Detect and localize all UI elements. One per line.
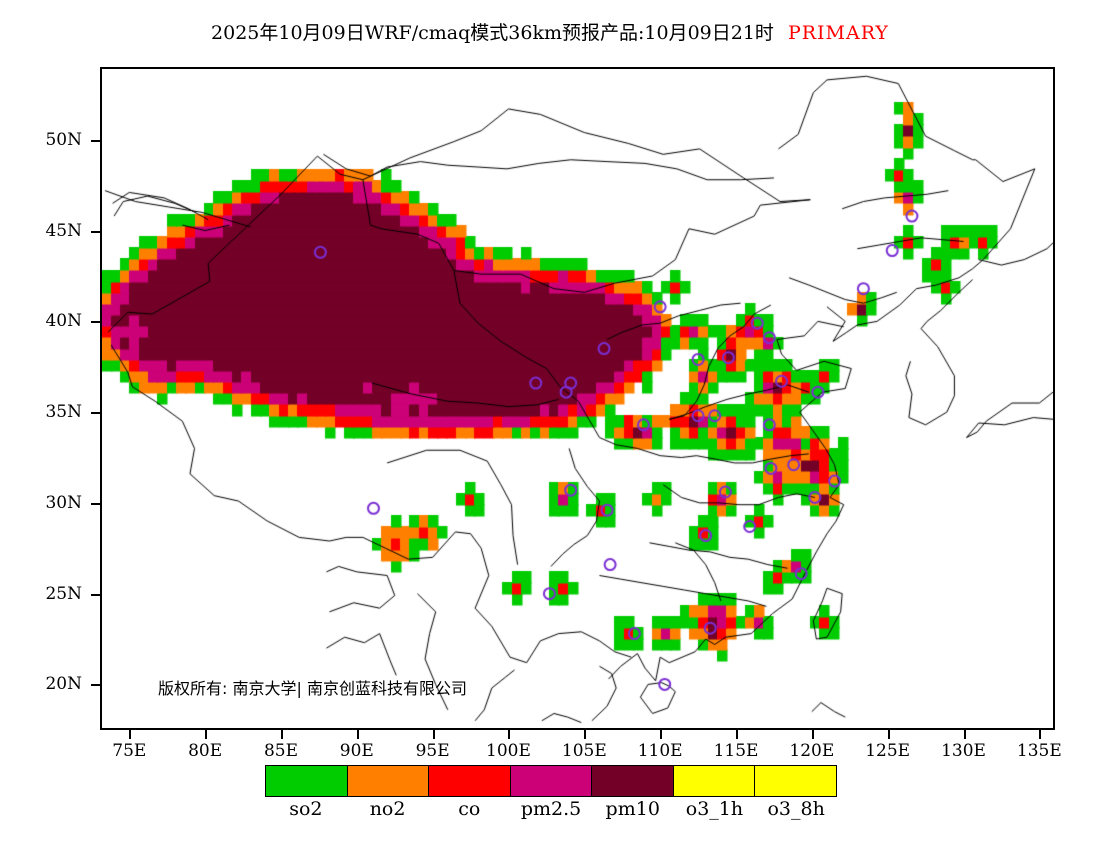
x-axis-tick [205, 729, 208, 739]
y-axis-tick [91, 502, 101, 505]
y-axis-label: 20N [45, 674, 82, 695]
x-axis-label: 85E [263, 741, 298, 761]
pollutant-legend-labels: so2 no2 co pm2.5 pm10 o3_1h o3_8h [265, 796, 837, 822]
y-axis-tick [91, 139, 101, 142]
x-axis-label: 80E [188, 741, 223, 761]
legend-label-co: co [458, 798, 481, 820]
legend-swatch-co[interactable] [429, 766, 511, 796]
x-axis-tick [584, 729, 587, 739]
y-axis-tick [91, 684, 101, 687]
x-axis-tick [963, 729, 966, 739]
y-axis-tick [91, 593, 101, 596]
x-axis-label: 110E [637, 741, 683, 761]
x-axis-tick [280, 729, 283, 739]
x-axis-tick [887, 729, 890, 739]
legend-label-no2: no2 [369, 798, 406, 820]
legend-swatch-so2[interactable] [266, 766, 348, 796]
x-axis-label: 90E [339, 741, 374, 761]
x-axis-tick [811, 729, 814, 739]
legend-swatch-no2[interactable] [347, 766, 430, 796]
x-axis-label: 135E [1016, 741, 1062, 761]
x-axis-tick [1039, 729, 1042, 739]
x-axis-label: 105E [561, 741, 607, 761]
chart-title-bar: 2025年10月09日WRF/cmaq模式36km预报产品:10月09日21时 P… [0, 18, 1100, 45]
x-axis-tick [660, 729, 663, 739]
legend-label-pm2-5: pm2.5 [520, 798, 582, 820]
x-axis-tick [356, 729, 359, 739]
x-axis-tick [129, 729, 132, 739]
x-axis-tick [432, 729, 435, 739]
x-axis-label: 120E [789, 741, 835, 761]
x-axis-label: 125E [865, 741, 911, 761]
legend-swatch-pm2-5[interactable] [510, 766, 593, 796]
map-plot-area [100, 67, 1055, 730]
y-axis-label: 40N [45, 311, 82, 332]
y-axis-label: 35N [45, 402, 82, 423]
legend-label-pm10: pm10 [605, 798, 660, 820]
y-axis-label: 25N [45, 583, 82, 604]
y-axis-tick [91, 321, 101, 324]
y-axis-tick [91, 412, 101, 415]
y-axis-tick [91, 230, 101, 233]
pollutant-legend-bar [265, 765, 837, 797]
copyright-notice: 版权所有: 南京大学| 南京创蓝科技有限公司 [158, 679, 467, 698]
legend-swatch-pm10[interactable] [592, 766, 674, 796]
legend-swatch-o3_1h[interactable] [673, 766, 756, 796]
legend-label-so2: so2 [289, 798, 323, 820]
x-axis-tick [508, 729, 511, 739]
legend-label-o3_8h: o3_8h [767, 798, 825, 820]
x-axis-label: 75E [112, 741, 147, 761]
pollutant-heatmap-canvas [102, 69, 1053, 728]
x-axis-label: 100E [486, 741, 531, 761]
x-axis-label: 95E [415, 741, 450, 761]
x-axis-label: 115E [713, 741, 759, 761]
primary-pollutant-flag: PRIMARY [787, 22, 889, 44]
x-axis-tick [736, 729, 738, 739]
page-title: 2025年10月09日WRF/cmaq模式36km预报产品:10月09日21时 [211, 22, 774, 44]
y-axis-label: 45N [45, 220, 82, 241]
y-axis-label: 50N [45, 129, 82, 150]
x-axis-label: 130E [941, 741, 986, 761]
y-axis-label: 30N [45, 492, 82, 513]
legend-swatch-o3_8h[interactable] [755, 766, 837, 796]
legend-label-o3_1h: o3_1h [685, 798, 744, 820]
